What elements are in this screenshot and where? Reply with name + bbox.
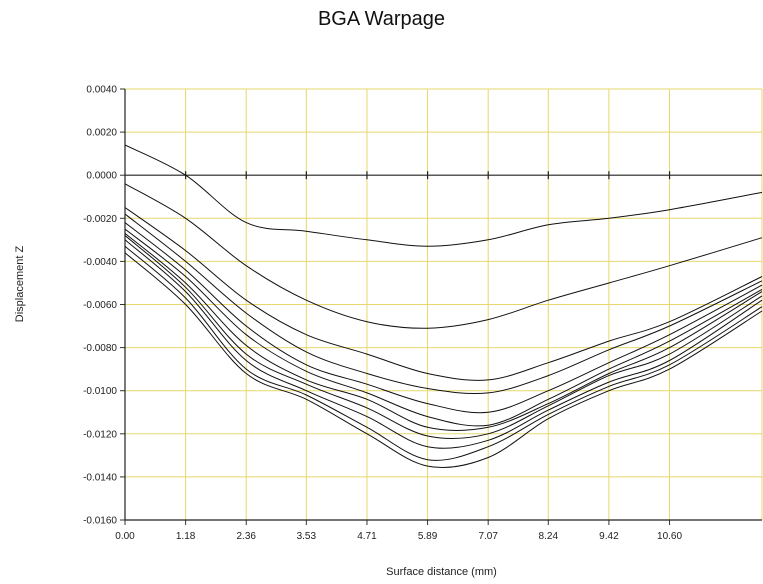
series-line-4 <box>124 213 763 395</box>
y-tick-label: 0.0020 <box>86 128 117 139</box>
y-tick-label: -0.0140 <box>83 472 117 483</box>
x-tick-label: 0.00 <box>115 531 135 542</box>
x-tick-label: 9.42 <box>599 531 619 542</box>
series-line-2 <box>124 183 763 329</box>
series-line-11 <box>124 252 763 469</box>
y-tick-label: -0.0040 <box>83 257 117 268</box>
y-tick-label: -0.0120 <box>83 429 117 440</box>
series-line-1 <box>124 144 763 247</box>
series-line-9 <box>124 239 763 449</box>
x-tick-label: 5.89 <box>418 531 438 542</box>
x-tick-label: 1.18 <box>176 531 196 542</box>
series-line-7 <box>124 233 763 432</box>
x-tick-label: 10.60 <box>657 531 682 542</box>
series-group <box>124 144 763 469</box>
x-tick-label: 4.71 <box>357 531 377 542</box>
series-line-3 <box>124 207 763 381</box>
tick-labels: 0.00 1.18 2.36 3.53 4.71 5.89 7.07 8.24 9.42 10.6… <box>83 85 682 543</box>
x-tick-label: 7.07 <box>478 531 498 542</box>
y-tick-label: -0.0160 <box>83 516 117 527</box>
x-tick-label: 8.24 <box>539 531 559 542</box>
series-line-5 <box>124 222 763 414</box>
y-tick-label: 0.0040 <box>86 85 117 96</box>
x-tick-label: 2.36 <box>237 531 257 542</box>
series-line-10 <box>124 245 763 461</box>
axes <box>120 88 762 525</box>
chart-title: BGA Warpage <box>317 8 446 30</box>
y-tick-label: -0.0100 <box>83 386 117 397</box>
y-tick-label: -0.0060 <box>83 300 117 311</box>
series-line-8 <box>124 235 763 440</box>
x-axis-label: Surface distance (mm) <box>386 566 497 578</box>
series-line-6 <box>124 228 763 427</box>
y-tick-label: 0.0000 <box>86 171 117 182</box>
x-tick-label: 3.53 <box>297 531 317 542</box>
grid-lines <box>125 88 763 521</box>
y-tick-label: -0.0080 <box>83 343 117 354</box>
y-tick-label: -0.0020 <box>83 214 117 225</box>
